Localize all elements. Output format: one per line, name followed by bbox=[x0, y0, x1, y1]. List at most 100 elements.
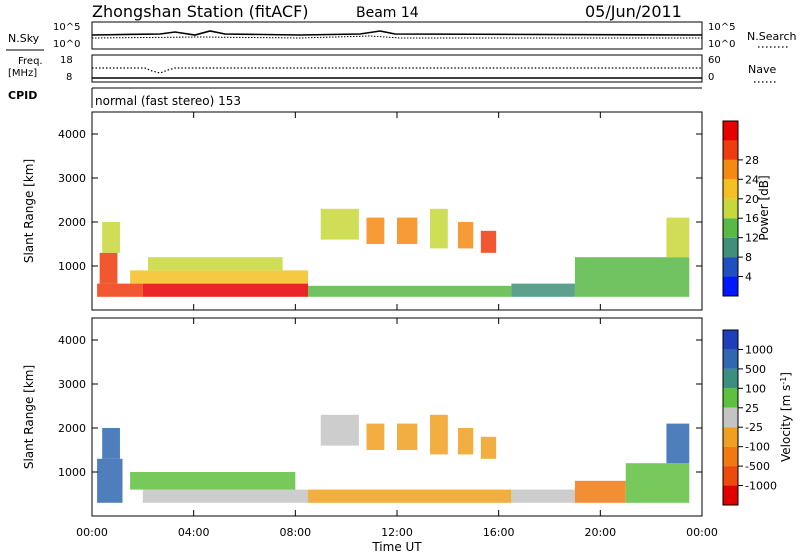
velocity-title-main: Velocity [m s bbox=[779, 385, 793, 462]
color-bar-segment bbox=[723, 140, 738, 160]
power-scale-title: Power [dB] bbox=[757, 175, 771, 240]
heatmap-cell bbox=[458, 222, 474, 249]
color-bar-segment bbox=[723, 330, 738, 350]
heatmap-cell bbox=[666, 217, 690, 258]
nave-tick-bottom: 0 bbox=[708, 72, 714, 83]
heatmap-cell bbox=[102, 428, 120, 459]
color-bar-label: 4 bbox=[745, 271, 752, 284]
color-bar-segment bbox=[723, 368, 738, 389]
power-color-bar-frame bbox=[722, 120, 739, 297]
color-bar-label: -100 bbox=[745, 441, 770, 454]
heatmap-cell bbox=[147, 257, 283, 271]
color-bar-segment bbox=[723, 121, 738, 141]
heatmap-cell bbox=[666, 423, 690, 464]
color-bar-label: 24 bbox=[745, 173, 759, 186]
heatmap-cell bbox=[511, 283, 575, 297]
cpid-text: normal (fast stereo) 153 bbox=[95, 94, 241, 108]
nsky-tick-bottom: 10^0 bbox=[53, 39, 80, 50]
heatmap-cell bbox=[97, 458, 123, 503]
freq-label: Freq. bbox=[18, 56, 43, 67]
heatmap-cell bbox=[480, 436, 497, 459]
date-label: 05/Jun/2011 bbox=[585, 2, 682, 21]
heatmap-cell bbox=[574, 480, 626, 503]
heatmap-cell bbox=[130, 472, 296, 490]
nsky-trace bbox=[91, 30, 703, 36]
power-color-bar: 4 8 12 16 20 24 28 bbox=[723, 121, 759, 296]
y-tick-label: 1000 bbox=[58, 260, 86, 273]
nave-label: Nave bbox=[748, 63, 776, 76]
velocity-color-bar: 1000 500 100 25 -25 -100 -500 -1000 bbox=[723, 330, 777, 505]
x-tick-label: 12:00 bbox=[381, 526, 413, 539]
color-bar-label: 16 bbox=[745, 212, 759, 225]
heatmap-cell bbox=[366, 423, 385, 450]
heatmap-cell bbox=[99, 252, 118, 284]
x-tick-label: 00:00 bbox=[76, 526, 108, 539]
color-bar-segment bbox=[723, 257, 738, 277]
nsky-panel-frame bbox=[91, 21, 703, 50]
nsearch-tick-bottom: 10^0 bbox=[708, 39, 735, 50]
power-heatmap bbox=[97, 208, 690, 297]
color-bar-segment bbox=[723, 179, 738, 199]
color-bar-segment bbox=[723, 237, 738, 258]
velocity-color-bar-frame bbox=[722, 329, 739, 506]
color-bar-segment bbox=[723, 159, 738, 180]
heatmap-cell bbox=[308, 285, 512, 297]
y-tick-label: 3000 bbox=[58, 378, 86, 391]
heatmap-cell bbox=[430, 414, 448, 455]
heatmap-cell bbox=[366, 217, 385, 244]
color-bar-segment bbox=[723, 218, 738, 238]
heatmap-cell bbox=[97, 283, 143, 297]
color-bar-label: 500 bbox=[745, 363, 766, 376]
y-tick-label: 1000 bbox=[58, 466, 86, 479]
velocity-heatmap bbox=[97, 414, 690, 503]
color-bar-label: 1000 bbox=[745, 343, 773, 356]
power-y-axis: 1000 2000 3000 4000 bbox=[58, 128, 702, 273]
velocity-y-axis: 1000 2000 3000 4000 bbox=[58, 334, 702, 479]
heatmap-cell bbox=[625, 463, 690, 503]
color-bar-label: -1000 bbox=[745, 480, 777, 493]
heatmap-cell bbox=[430, 208, 448, 249]
nsearch-tick-top: 10^5 bbox=[708, 22, 735, 33]
color-bar-label: 100 bbox=[745, 382, 766, 395]
nsky-label: N.Sky bbox=[8, 32, 40, 45]
freq-tick-bottom: 8 bbox=[66, 72, 72, 83]
cpid-label: CPID bbox=[8, 89, 37, 102]
y-tick-label: 2000 bbox=[58, 216, 86, 229]
y-tick-label: 2000 bbox=[58, 422, 86, 435]
color-bar-label: 12 bbox=[745, 232, 759, 245]
beam-label: Beam 14 bbox=[356, 5, 419, 21]
heatmap-cell bbox=[397, 217, 418, 244]
heatmap-cell bbox=[308, 489, 512, 503]
heatmap-cell bbox=[130, 270, 309, 284]
color-bar-label: -500 bbox=[745, 460, 770, 473]
x-tick-label: 20:00 bbox=[584, 526, 616, 539]
nsky-tick-top: 10^5 bbox=[53, 22, 80, 33]
color-bar-segment bbox=[723, 485, 738, 505]
heatmap-cell bbox=[320, 414, 359, 446]
color-bar-segment bbox=[723, 427, 738, 447]
y-tick-label: 4000 bbox=[58, 334, 86, 347]
heatmap-cell bbox=[574, 257, 690, 297]
nsearch-trace bbox=[91, 35, 702, 39]
color-bar-segment bbox=[723, 349, 738, 369]
color-bar-label: 25 bbox=[745, 402, 759, 415]
velocity-title-sup: -1 bbox=[779, 377, 788, 385]
color-bar-label: 8 bbox=[745, 251, 752, 264]
color-bar-segment bbox=[723, 198, 738, 219]
power-y-axis-label: Slant Range [km] bbox=[22, 159, 36, 263]
x-tick-label: 00:00 bbox=[686, 526, 718, 539]
x-tick-label: 08:00 bbox=[279, 526, 311, 539]
time-x-axis: 00:00 04:00 08:00 12:00 16:00 20:00 00:00 bbox=[76, 112, 718, 539]
x-tick-label: 04:00 bbox=[178, 526, 210, 539]
heatmap-cell bbox=[320, 208, 359, 240]
station-title: Zhongshan Station (fitACF) bbox=[92, 2, 309, 21]
velocity-title-end: ] bbox=[779, 372, 793, 377]
color-bar-label: -25 bbox=[745, 421, 763, 434]
nave-tick-top: 60 bbox=[708, 55, 721, 66]
y-tick-label: 4000 bbox=[58, 128, 86, 141]
x-axis-label: Time UT bbox=[371, 540, 422, 554]
freq-tick-top: 18 bbox=[60, 55, 73, 66]
freq-unit-label: [MHz] bbox=[8, 68, 37, 79]
heatmap-cell bbox=[142, 489, 309, 503]
